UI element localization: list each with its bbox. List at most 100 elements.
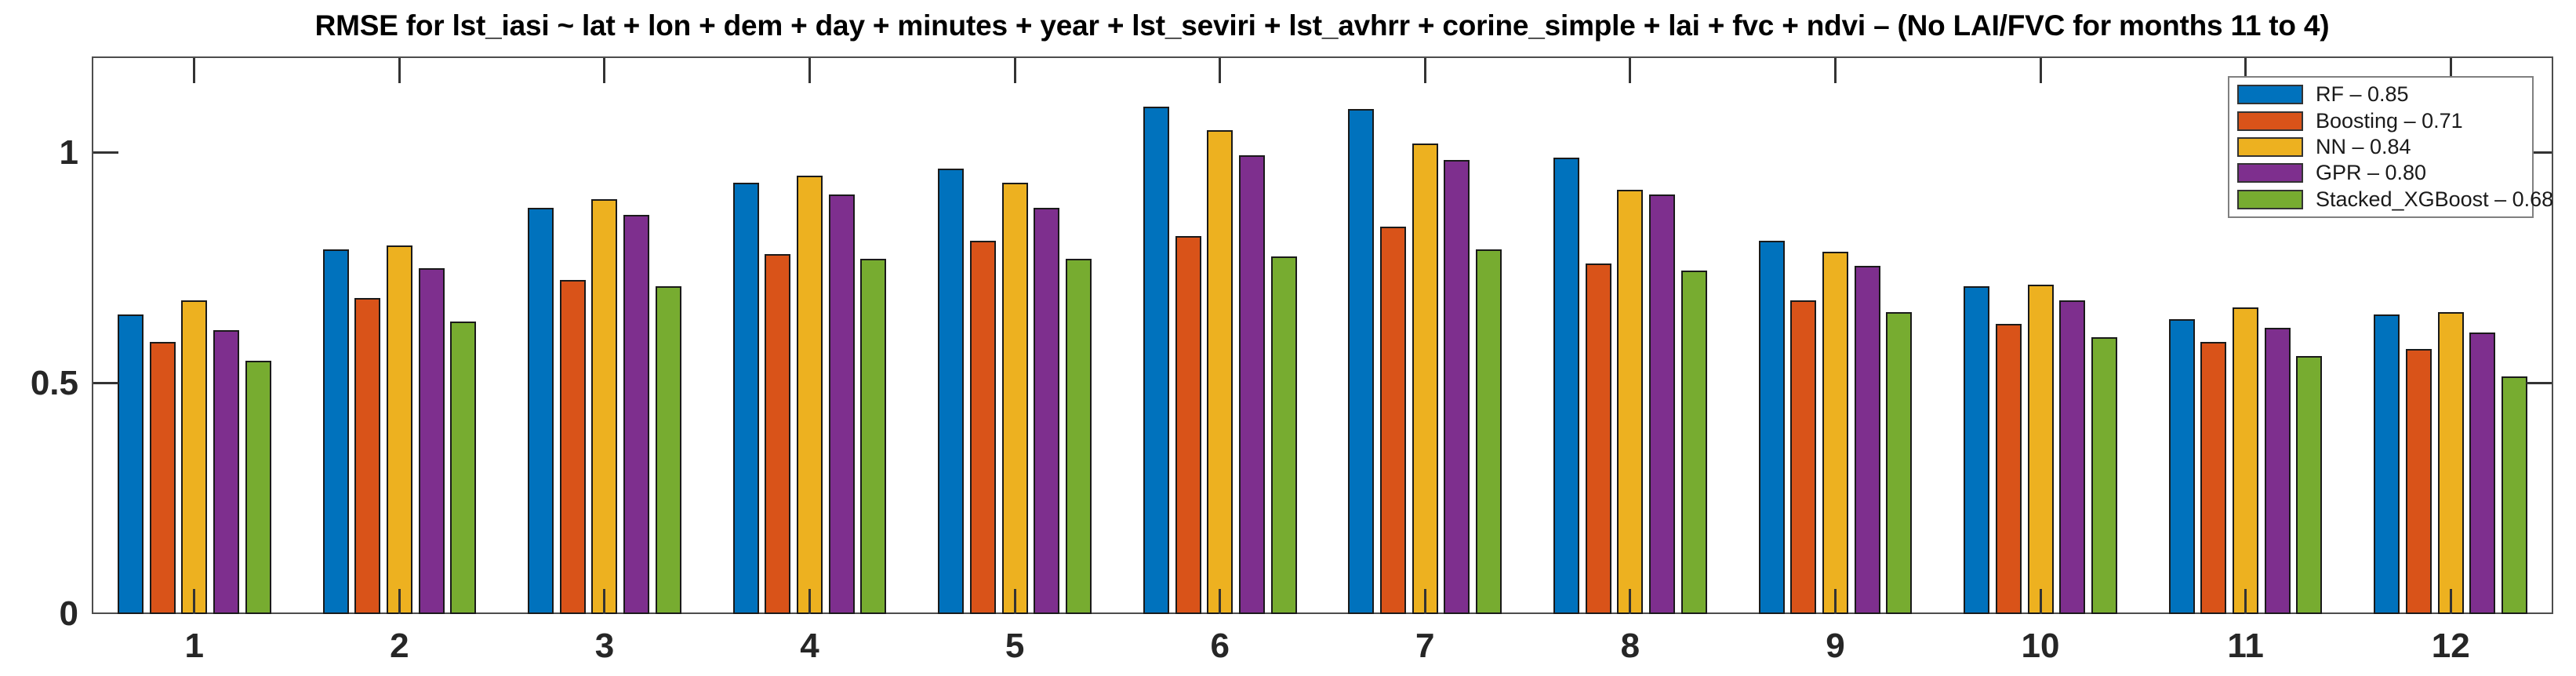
bar-Stacked_XGBoost-month-2 xyxy=(450,321,477,614)
y-tick-right xyxy=(2527,382,2552,385)
bar-Boosting-month-3 xyxy=(559,279,586,614)
y-tick-right xyxy=(2527,151,2552,154)
bar-GPR-month-11 xyxy=(2264,328,2291,614)
x-tick-top xyxy=(398,58,401,83)
bar-Stacked_XGBoost-month-12 xyxy=(2502,376,2527,614)
bar-GPR-month-9 xyxy=(1854,265,1880,614)
bar-GPR-month-4 xyxy=(828,194,855,614)
bar-Stacked_XGBoost-month-5 xyxy=(1065,259,1092,614)
legend-label-GPR: GPR – 0.80 xyxy=(2316,161,2427,185)
bar-RF-month-11 xyxy=(2168,318,2195,614)
bar-Stacked_XGBoost-month-9 xyxy=(1886,311,1913,614)
legend-row-Boosting: Boosting – 0.71 xyxy=(2237,109,2524,133)
bar-RF-month-9 xyxy=(1758,240,1785,614)
legend-swatch-GPR xyxy=(2237,163,2303,184)
legend-swatch-Stacked_XGBoost xyxy=(2237,189,2303,209)
legend-swatch-RF xyxy=(2237,85,2303,105)
y-tick-label-1: 1 xyxy=(59,133,78,172)
chart-title: RMSE for lst_iasi ~ lat + lon + dem + da… xyxy=(314,9,2330,42)
bar-Boosting-month-8 xyxy=(1585,263,1611,614)
x-tick-bottom xyxy=(1219,589,1222,614)
legend-row-NN: NN – 0.84 xyxy=(2237,135,2524,158)
bar-Boosting-month-5 xyxy=(969,240,996,614)
bar-NN-month-3 xyxy=(591,198,618,614)
bar-GPR-month-7 xyxy=(1444,159,1470,614)
bar-Stacked_XGBoost-month-3 xyxy=(655,286,681,614)
bar-Boosting-month-1 xyxy=(149,342,176,614)
x-tick-bottom xyxy=(193,589,196,614)
bar-NN-month-12 xyxy=(2437,311,2464,614)
x-tick-bottom xyxy=(2244,589,2247,614)
legend-swatch-Boosting xyxy=(2237,111,2303,131)
y-tick-label-0.5: 0.5 xyxy=(30,363,78,402)
bar-GPR-month-5 xyxy=(1034,208,1060,614)
bar-GPR-month-12 xyxy=(2469,333,2496,614)
x-tick-label-7: 7 xyxy=(1415,627,1435,665)
x-tick-bottom xyxy=(2039,589,2042,614)
y-tick-left xyxy=(93,151,118,154)
x-tick-top xyxy=(2449,58,2452,83)
legend-row-GPR: GPR – 0.80 xyxy=(2237,161,2524,185)
bar-Boosting-month-4 xyxy=(765,254,791,614)
bar-NN-month-9 xyxy=(1822,252,1848,614)
bar-Boosting-month-11 xyxy=(2200,342,2227,614)
bar-RF-month-12 xyxy=(2374,314,2400,614)
bar-NN-month-2 xyxy=(386,245,412,614)
bar-NN-month-6 xyxy=(1207,129,1234,614)
bar-RF-month-6 xyxy=(1143,107,1169,614)
bar-Boosting-month-7 xyxy=(1380,227,1407,614)
x-tick-bottom xyxy=(808,589,812,614)
x-tick-bottom xyxy=(1423,589,1426,614)
x-tick-top xyxy=(1423,58,1426,83)
legend-swatch-NN xyxy=(2237,136,2303,157)
bar-RF-month-5 xyxy=(938,169,965,614)
bar-Boosting-month-12 xyxy=(2406,348,2432,614)
legend-label-Stacked_XGBoost: Stacked_XGBoost – 0.68 xyxy=(2316,187,2554,211)
bar-RF-month-7 xyxy=(1348,109,1375,614)
x-tick-bottom xyxy=(1629,589,1632,614)
bar-Boosting-month-2 xyxy=(354,298,381,614)
x-tick-label-6: 6 xyxy=(1210,627,1230,665)
x-tick-top xyxy=(2244,58,2247,83)
bar-NN-month-7 xyxy=(1412,144,1438,614)
legend-box: RF – 0.85 Boosting – 0.71 NN – 0.84 GPR – 0… xyxy=(2228,76,2553,218)
bar-GPR-month-6 xyxy=(1238,154,1265,614)
bar-RF-month-10 xyxy=(1964,286,1990,614)
bar-GPR-month-8 xyxy=(1649,194,1676,614)
x-tick-label-11: 11 xyxy=(2227,627,2264,665)
x-tick-label-12: 12 xyxy=(2431,627,2470,665)
x-tick-top xyxy=(808,58,812,83)
bar-RF-month-4 xyxy=(732,183,759,614)
bar-Stacked_XGBoost-month-7 xyxy=(1476,249,1502,614)
x-tick-label-5: 5 xyxy=(1005,627,1025,665)
bar-GPR-month-1 xyxy=(213,330,239,614)
x-tick-top xyxy=(193,58,196,83)
bar-Boosting-month-6 xyxy=(1175,235,1201,614)
bar-RF-month-3 xyxy=(528,208,554,614)
bar-RF-month-1 xyxy=(117,314,144,614)
x-tick-bottom xyxy=(2449,589,2452,614)
x-tick-label-3: 3 xyxy=(594,627,615,665)
x-tick-top xyxy=(1219,58,1222,83)
x-tick-label-10: 10 xyxy=(2021,627,2060,665)
bar-Stacked_XGBoost-month-11 xyxy=(2296,355,2323,614)
bar-NN-month-1 xyxy=(181,300,208,614)
legend-label-NN: NN – 0.84 xyxy=(2316,134,2411,158)
x-tick-bottom xyxy=(603,589,606,614)
x-tick-bottom xyxy=(1013,589,1016,614)
plot-area xyxy=(92,56,2553,614)
x-tick-top xyxy=(1629,58,1632,83)
x-tick-top xyxy=(603,58,606,83)
legend-label-RF: RF – 0.85 xyxy=(2316,82,2409,107)
y-tick-left xyxy=(93,382,118,385)
bar-RF-month-2 xyxy=(322,249,349,614)
bar-GPR-month-2 xyxy=(418,267,445,614)
bar-GPR-month-10 xyxy=(2059,300,2086,614)
x-tick-top xyxy=(2039,58,2042,83)
bar-RF-month-8 xyxy=(1553,157,1580,614)
x-tick-bottom xyxy=(1833,589,1837,614)
legend-row-RF: RF – 0.85 xyxy=(2237,82,2524,107)
y-tick-label-0: 0 xyxy=(59,594,78,633)
bar-Stacked_XGBoost-month-1 xyxy=(245,360,271,614)
